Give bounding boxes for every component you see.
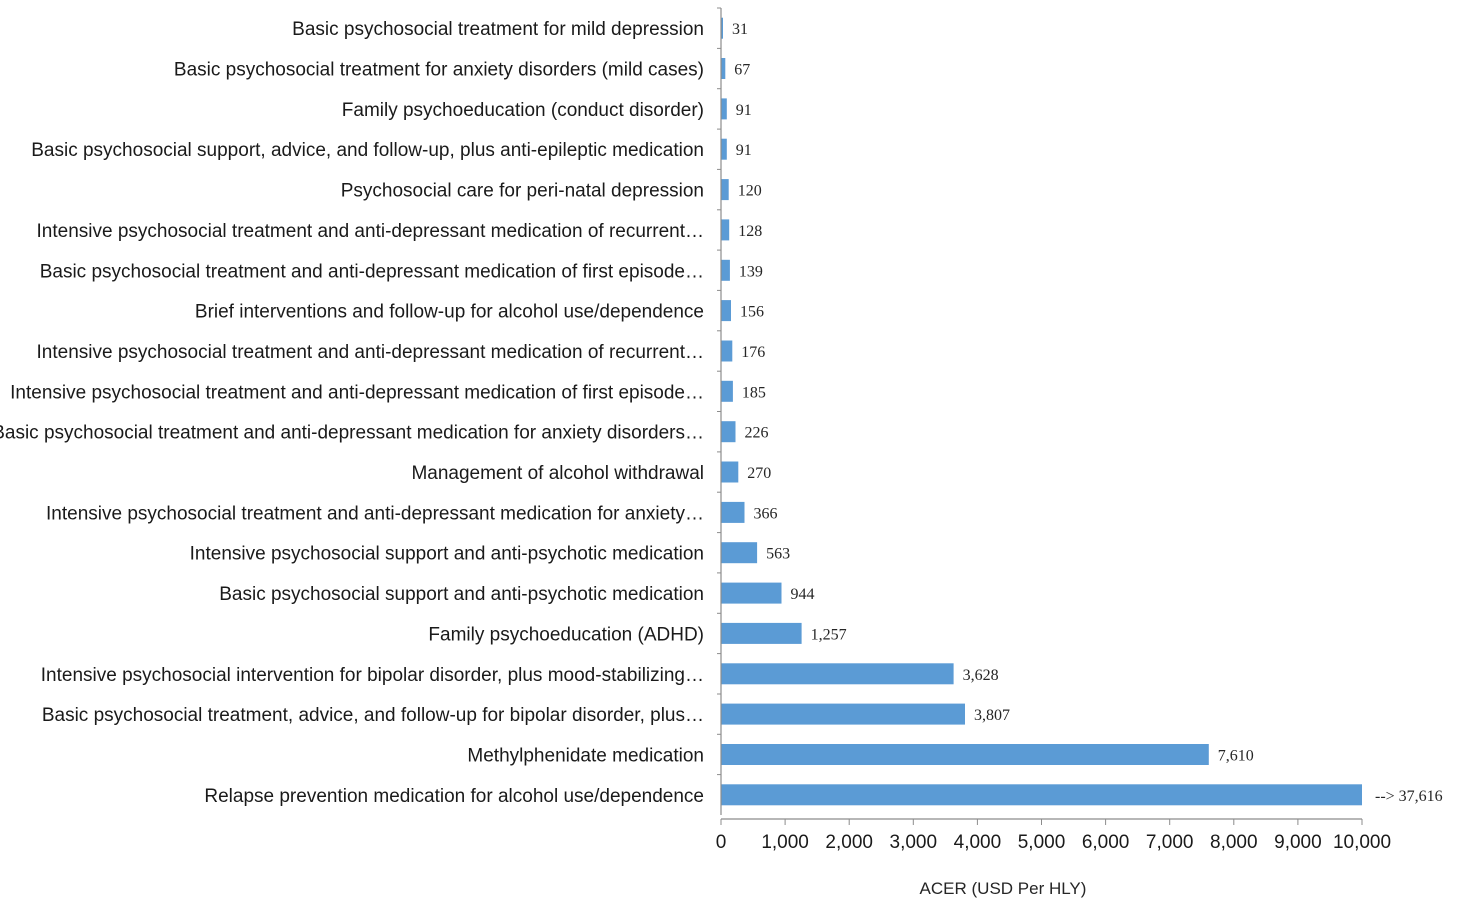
x-tick-label-3: 2,000	[825, 832, 873, 853]
category-label-7: Basic psychosocial treatment and anti-de…	[40, 261, 704, 282]
category-label-2: Basic psychosocial treatment for anxiety…	[174, 60, 704, 81]
data-label-10: 185	[742, 384, 766, 401]
bar-5	[721, 179, 729, 201]
bar-10	[721, 380, 733, 402]
data-label-2: 67	[734, 62, 750, 79]
bar-20	[721, 784, 1362, 806]
category-label-8: Brief interventions and follow-up for al…	[195, 302, 704, 323]
bar-17	[721, 663, 954, 685]
category-label-12: Management of alcohol withdrawal	[411, 463, 704, 484]
category-label-1: Basic psychosocial treatment for mild de…	[292, 19, 704, 40]
bar-1	[721, 17, 723, 39]
data-label-3: 91	[736, 102, 752, 119]
x-tick-label-8: 7,000	[1146, 832, 1194, 853]
category-label-17: Intensive psychosocial intervention for …	[41, 665, 704, 686]
x-tick-label-1: 0	[716, 832, 727, 853]
x-tick-label-2: 1,000	[761, 832, 809, 853]
bar-3	[721, 98, 727, 120]
data-label-20: --> 37,616	[1375, 788, 1443, 805]
category-label-19: Methylphenidate medication	[467, 746, 704, 767]
bar-19	[721, 744, 1209, 765]
x-tick-label-10: 9,000	[1274, 832, 1322, 853]
data-label-16: 1,257	[811, 626, 847, 643]
data-label-12: 270	[747, 465, 771, 482]
category-label-11: Basic psychosocial treatment and anti-de…	[0, 423, 704, 444]
category-label-20: Relapse prevention medication for alcoho…	[204, 786, 704, 807]
bar-8	[721, 300, 731, 322]
data-label-11: 226	[745, 425, 769, 442]
data-label-6: 128	[738, 223, 762, 240]
category-label-10: Intensive psychosocial treatment and ant…	[10, 382, 704, 403]
bars-layer	[721, 17, 1362, 806]
x-tick-label-5: 4,000	[954, 832, 1002, 853]
bar-14	[721, 542, 758, 564]
bar-18	[721, 703, 965, 725]
category-label-15: Basic psychosocial support and anti-psyc…	[219, 584, 704, 605]
x-tick-label-7: 6,000	[1082, 832, 1130, 853]
bar-15	[721, 582, 782, 604]
bar-11	[721, 421, 736, 443]
data-label-14: 563	[766, 546, 790, 563]
bar-4	[721, 138, 727, 160]
bar-2	[721, 58, 726, 79]
data-label-5: 120	[738, 183, 762, 200]
category-label-18: Basic psychosocial treatment, advice, an…	[42, 705, 704, 726]
x-axis-title: ACER (USD Per HLY)	[920, 879, 1087, 898]
data-label-19: 7,610	[1218, 748, 1254, 765]
x-tick-label-4: 3,000	[890, 832, 938, 853]
labels-layer: Basic psychosocial treatment for mild de…	[0, 19, 1443, 853]
bar-16	[721, 622, 802, 644]
category-label-14: Intensive psychosocial support and anti-…	[190, 544, 704, 565]
bar-6	[721, 219, 730, 241]
data-label-18: 3,807	[974, 707, 1010, 724]
data-label-8: 156	[740, 304, 764, 321]
bar-12	[721, 461, 739, 483]
data-label-4: 91	[736, 142, 752, 159]
x-tick-label-11: 10,000	[1333, 832, 1391, 853]
bar-9	[721, 340, 733, 362]
x-tick-label-9: 8,000	[1210, 832, 1258, 853]
category-label-13: Intensive psychosocial treatment and ant…	[46, 503, 704, 524]
data-label-15: 944	[791, 586, 815, 603]
x-tick-label-6: 5,000	[1018, 832, 1066, 853]
data-label-9: 176	[741, 344, 765, 361]
axes-layer	[717, 7, 1363, 825]
bar-13	[721, 501, 745, 523]
category-label-4: Basic psychosocial support, advice, and …	[31, 140, 704, 161]
data-label-1: 31	[732, 21, 748, 38]
bar-7	[721, 259, 730, 281]
data-label-7: 139	[739, 263, 763, 280]
category-label-16: Family psychoeducation (ADHD)	[428, 624, 704, 645]
category-label-6: Intensive psychosocial treatment and ant…	[37, 221, 704, 242]
data-label-13: 366	[754, 505, 778, 522]
category-label-9: Intensive psychosocial treatment and ant…	[37, 342, 704, 363]
category-label-3: Family psychoeducation (conduct disorder…	[342, 100, 704, 121]
data-label-17: 3,628	[963, 667, 999, 684]
category-label-5: Psychosocial care for peri-natal depress…	[341, 181, 704, 202]
